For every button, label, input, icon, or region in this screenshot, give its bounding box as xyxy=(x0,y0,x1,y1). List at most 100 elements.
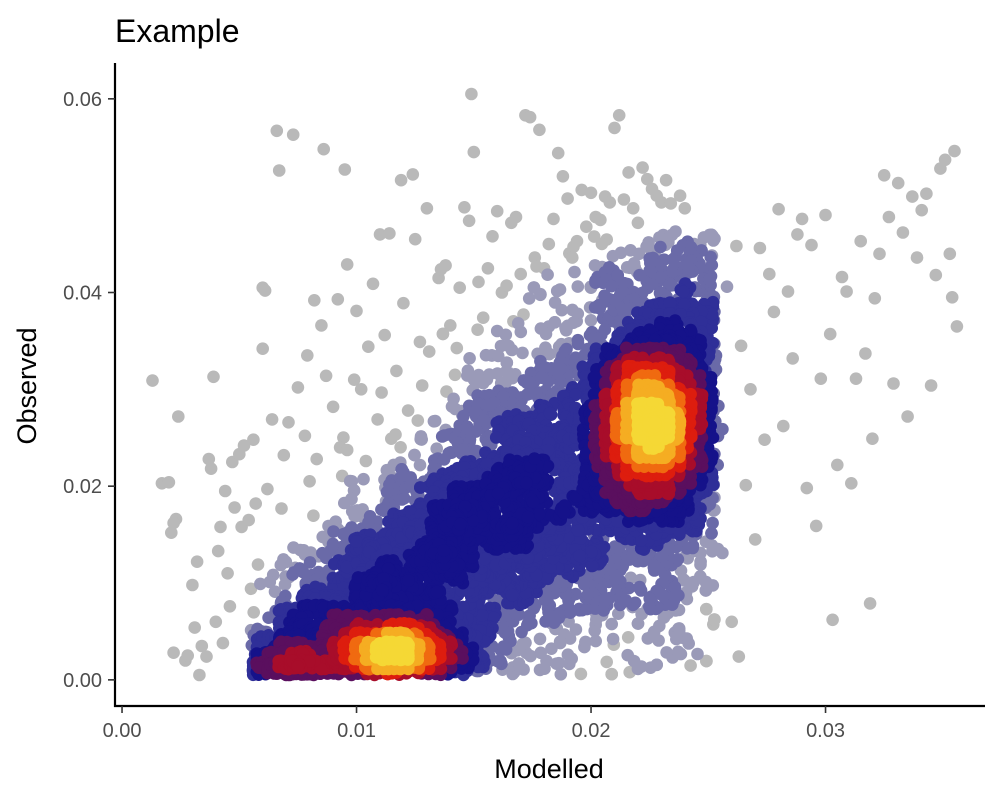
scatter-point xyxy=(663,296,677,310)
scatter-point xyxy=(551,146,565,160)
scatter-point xyxy=(188,621,201,634)
scatter-point xyxy=(901,410,914,423)
scatter-point xyxy=(542,347,556,361)
scatter-point xyxy=(753,241,767,255)
points-layer xyxy=(146,87,964,682)
scatter-point xyxy=(748,533,762,546)
scatter-point xyxy=(896,226,910,239)
scatter-point xyxy=(375,386,388,399)
scatter-point xyxy=(274,603,288,616)
scatter-point xyxy=(337,431,350,444)
scatter-point xyxy=(535,371,548,385)
scatter-point xyxy=(480,457,494,471)
scatter-point xyxy=(282,416,295,429)
scatter-point xyxy=(408,232,422,246)
scatter-point xyxy=(705,527,718,540)
scatter-point xyxy=(430,442,444,456)
scatter-point xyxy=(555,303,569,317)
scatter-point xyxy=(542,237,556,251)
scatter-point xyxy=(573,549,587,563)
scatter-point xyxy=(286,128,300,141)
scatter-point xyxy=(831,458,844,472)
scatter-point xyxy=(261,482,274,496)
scatter-point xyxy=(397,492,411,505)
scatter-point xyxy=(805,238,818,252)
scatter-point xyxy=(394,441,407,454)
scatter-point xyxy=(681,552,694,565)
scatter-point xyxy=(579,635,592,649)
scatter-point xyxy=(301,349,314,362)
scatter-point xyxy=(606,249,620,263)
scatter-point xyxy=(929,268,943,282)
scatter-point xyxy=(379,543,393,557)
scatter-point xyxy=(584,314,598,327)
scatter-point xyxy=(551,365,565,379)
scatter-point xyxy=(673,189,687,202)
scatter-point xyxy=(678,298,691,311)
scatter-point xyxy=(350,304,363,318)
scatter-point xyxy=(632,581,646,594)
scatter-point xyxy=(253,577,267,591)
scatter-point xyxy=(528,452,541,466)
scatter-point xyxy=(708,613,721,626)
scatter-point xyxy=(476,609,489,622)
scatter-point xyxy=(362,340,375,354)
scatter-point xyxy=(193,668,206,682)
scatter-point xyxy=(380,485,394,499)
scatter-point xyxy=(730,239,743,253)
scatter-point xyxy=(643,592,656,605)
scatter-point xyxy=(662,542,676,556)
scatter-point xyxy=(463,352,476,365)
scatter-point xyxy=(427,415,441,428)
scatter-point xyxy=(635,660,648,673)
scatter-point xyxy=(550,657,563,670)
scatter-point xyxy=(516,346,529,360)
scatter-point xyxy=(514,325,528,339)
scatter-point xyxy=(422,345,436,358)
scatter-point xyxy=(671,553,685,566)
scatter-point xyxy=(591,332,604,346)
scatter-point xyxy=(359,454,373,468)
scatter-point xyxy=(706,516,719,530)
scatter-point xyxy=(444,319,457,332)
scatter-point xyxy=(477,413,490,427)
scatter-point xyxy=(434,263,448,276)
scatter-point xyxy=(211,544,225,558)
scatter-point xyxy=(612,109,626,122)
scatter-point xyxy=(249,497,262,510)
scatter-point xyxy=(202,452,216,466)
scatter-point xyxy=(505,343,519,357)
scatter-point xyxy=(863,597,877,610)
scatter-point xyxy=(467,145,481,159)
scatter-point xyxy=(569,388,582,402)
scatter-point xyxy=(725,615,738,629)
scatter-point xyxy=(470,376,483,390)
scatter-point xyxy=(547,616,561,629)
scatter-point xyxy=(668,580,682,594)
scatter-point xyxy=(326,537,340,551)
scatter-point xyxy=(247,433,260,447)
scatter-point xyxy=(868,292,882,305)
scatter-point xyxy=(553,635,567,648)
scatter-point xyxy=(891,176,905,190)
scatter-point xyxy=(514,267,527,281)
scatter-point xyxy=(547,212,560,226)
scatter-point xyxy=(486,230,499,243)
scatter-point xyxy=(244,582,258,596)
scatter-point xyxy=(608,121,621,135)
scatter-point xyxy=(471,397,485,411)
scatter-point xyxy=(497,640,511,653)
scatter-point xyxy=(786,352,799,365)
scatter-point xyxy=(700,602,713,616)
scatter-point xyxy=(340,258,354,271)
scatter-point xyxy=(406,168,420,181)
scatter-point xyxy=(650,658,663,672)
scatter-point xyxy=(414,481,427,494)
scatter-point xyxy=(554,668,568,681)
scatter-point xyxy=(716,422,729,436)
scatter-point xyxy=(487,396,501,410)
scatter-point xyxy=(476,311,490,325)
scatter-point xyxy=(603,261,616,274)
scatter-point xyxy=(481,262,495,275)
scatter-point xyxy=(251,558,265,571)
